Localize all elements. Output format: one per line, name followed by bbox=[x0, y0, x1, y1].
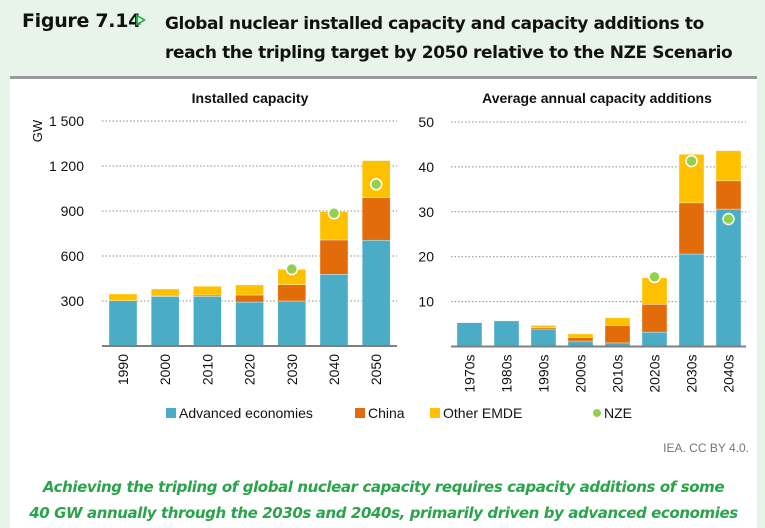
bar-segment-advanced bbox=[530, 328, 557, 347]
legend-swatch-advanced bbox=[166, 408, 176, 418]
credit-text: IEA. CC BY 4.0. bbox=[663, 441, 749, 455]
x-tick-label: 2000s bbox=[573, 355, 589, 393]
legend-item-advanced: Advanced economies bbox=[166, 405, 313, 421]
bar-segment-other_emde bbox=[530, 325, 557, 328]
legend-item-nze: NZE bbox=[593, 405, 632, 421]
x-tick-label: 2050 bbox=[368, 354, 384, 385]
bar-segment-other_emde bbox=[235, 284, 264, 296]
annual-additions-chart: Average annual capacity additions 10 20 30 4… bbox=[418, 90, 746, 393]
bar-segment-advanced bbox=[193, 296, 222, 347]
figure-title-line1: Global nuclear installed capacity and ca… bbox=[165, 14, 704, 34]
chart-legend: Advanced economies China Other EMDE NZE bbox=[166, 405, 632, 421]
legend-item-other_emde: Other EMDE bbox=[430, 405, 522, 421]
legend-swatch-nze bbox=[593, 409, 601, 417]
bar-segment-advanced bbox=[235, 301, 264, 347]
y-tick-label: 1 500 bbox=[49, 113, 84, 129]
bar-segment-china bbox=[361, 197, 391, 241]
x-tick-label: 1990 bbox=[115, 354, 131, 385]
nze-marker bbox=[369, 178, 383, 191]
chart-title: Average annual capacity additions bbox=[482, 90, 712, 106]
legend-label: Advanced economies bbox=[179, 405, 313, 421]
bar-segment-china bbox=[235, 294, 264, 303]
bar-segment-china bbox=[641, 303, 668, 333]
bar-segment-china bbox=[319, 239, 349, 275]
x-tick-label: 2030s bbox=[684, 355, 700, 393]
nze-marker bbox=[722, 212, 735, 226]
bar-segment-other_emde bbox=[604, 317, 631, 326]
x-tick-label: 2020 bbox=[242, 354, 258, 385]
figure-header: Figure 7.14 Global nuclear installed cap… bbox=[0, 0, 765, 76]
y-tick-label: 50 bbox=[418, 114, 434, 130]
x-tick-label: 2040 bbox=[326, 354, 342, 385]
bar-segment-china bbox=[567, 337, 594, 342]
bar-segment-advanced bbox=[108, 300, 138, 347]
caption-line2: 40 GW annually through the 2030s and 204… bbox=[29, 504, 738, 522]
figure-caption: Achieving the tripling of global nuclear… bbox=[10, 474, 757, 526]
x-tick-label: 2000 bbox=[157, 354, 173, 385]
bar-segment-advanced bbox=[715, 208, 742, 347]
bar-segment-advanced bbox=[678, 253, 705, 347]
bar-segment-other_emde bbox=[150, 288, 180, 297]
y-tick-label: 30 bbox=[418, 204, 434, 220]
x-tick-label: 2020s bbox=[647, 355, 663, 393]
y-tick-label: 900 bbox=[61, 203, 85, 219]
bar-segment-advanced bbox=[456, 322, 483, 347]
bar-segment-other_emde bbox=[108, 293, 138, 302]
x-tick-label: 2040s bbox=[721, 355, 737, 393]
bar-segment-other_emde bbox=[193, 285, 222, 296]
x-tick-label: 1990s bbox=[536, 355, 552, 393]
y-tick-label: 300 bbox=[61, 293, 85, 309]
y-tick-label: 10 bbox=[418, 294, 434, 310]
legend-swatch-china bbox=[355, 408, 365, 418]
bar-segment-china bbox=[277, 284, 307, 302]
bar-segment-advanced bbox=[641, 331, 668, 347]
bar-segment-china bbox=[715, 180, 742, 210]
y-tick-label: 40 bbox=[418, 159, 434, 175]
legend-label: NZE bbox=[604, 405, 632, 421]
bar-segment-china bbox=[678, 202, 705, 255]
legend-swatch-other_emde bbox=[430, 408, 440, 418]
installed-capacity-chart: Installed capacity GW 300 600 900 1 200 1 500 1… bbox=[30, 90, 397, 385]
figure-title-line2: reach the tripling target by 2050 relati… bbox=[165, 43, 733, 63]
bar-segment-advanced bbox=[361, 239, 391, 347]
y-axis-label: GW bbox=[30, 119, 45, 142]
y-tick-label: 20 bbox=[418, 249, 434, 265]
bar-segment-advanced bbox=[319, 273, 349, 347]
legend-label: Other EMDE bbox=[443, 405, 522, 421]
triangle-right-icon bbox=[136, 14, 146, 26]
bar-segment-china bbox=[604, 325, 631, 344]
bar-segment-other_emde bbox=[715, 150, 742, 182]
x-tick-label: 1970s bbox=[462, 355, 478, 393]
figure-title: Global nuclear installed capacity and ca… bbox=[165, 10, 755, 68]
legend-label: China bbox=[368, 405, 405, 421]
bar-segment-advanced bbox=[277, 300, 307, 347]
bar-segment-advanced bbox=[493, 320, 520, 347]
figure-number: Figure 7.14 bbox=[22, 10, 142, 32]
chart-title: Installed capacity bbox=[192, 90, 309, 106]
bar-segment-other_emde bbox=[567, 333, 594, 338]
caption-line1: Achieving the tripling of global nuclear… bbox=[42, 478, 725, 496]
nze-marker bbox=[685, 154, 698, 168]
x-tick-label: 1980s bbox=[499, 355, 515, 393]
x-tick-label: 2030 bbox=[284, 354, 300, 385]
y-tick-label: 600 bbox=[61, 248, 85, 264]
legend-item-china: China bbox=[355, 405, 405, 421]
bar-segment-advanced bbox=[150, 296, 180, 347]
y-tick-label: 1 200 bbox=[49, 158, 84, 174]
x-tick-label: 2010 bbox=[199, 354, 215, 385]
x-tick-label: 2010s bbox=[610, 355, 626, 393]
nze-marker bbox=[285, 262, 299, 276]
nze-marker bbox=[648, 270, 661, 284]
nze-marker bbox=[327, 207, 341, 220]
